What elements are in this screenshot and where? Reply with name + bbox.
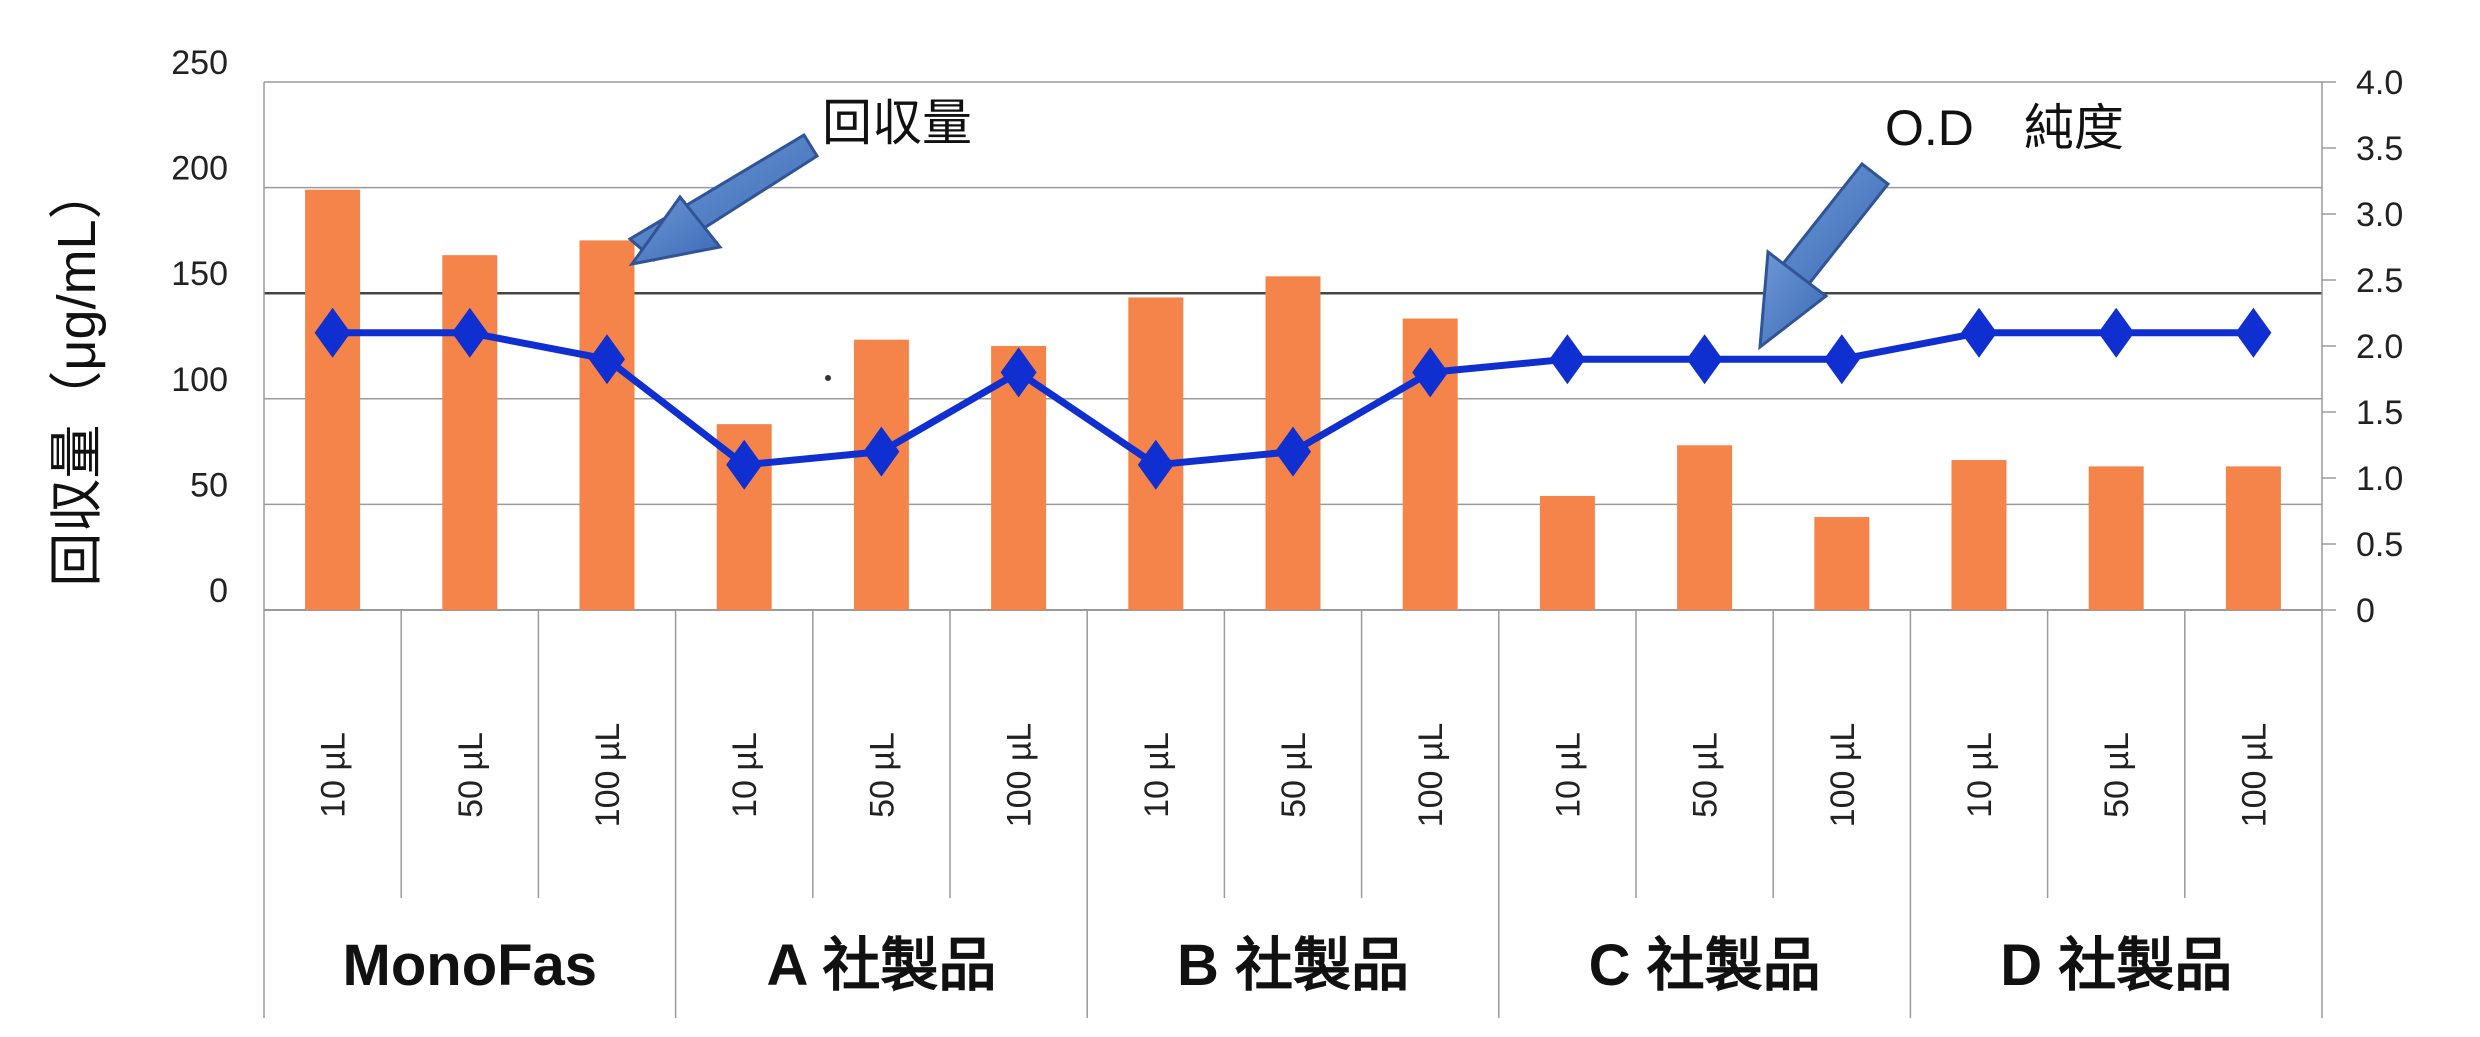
y2-tick-label: 1.5 xyxy=(2356,394,2403,432)
group-label: C 社製品 xyxy=(1589,933,1821,998)
y-tick-label: 0 xyxy=(209,572,228,610)
y-tick-label: 50 xyxy=(190,466,228,504)
bar xyxy=(579,240,635,610)
y-tick-label: 150 xyxy=(171,255,228,293)
arrow-head-icon xyxy=(628,194,723,267)
y-tick-label: 100 xyxy=(171,361,228,399)
category-label: 50 µL xyxy=(2098,732,2136,818)
y2-tick-label: 3.0 xyxy=(2356,196,2403,234)
arrow-head-icon xyxy=(1758,249,1829,351)
bar xyxy=(305,189,361,610)
line-point xyxy=(1137,439,1174,490)
y2-tick-label: 2.0 xyxy=(2356,328,2403,366)
line-point xyxy=(2098,307,2135,358)
line-point xyxy=(314,307,351,358)
line-point xyxy=(589,334,625,385)
y2-axis-ticks: 0 0.5 1.0 1.5 2.0 2.5 3.0 3.5 4.0 xyxy=(2322,64,2403,630)
y2-tick-label: 2.5 xyxy=(2356,262,2403,300)
annotation-od-label: O.D 純度 xyxy=(1885,100,2124,156)
y-tick-label: 200 xyxy=(171,150,228,188)
category-label: 10 µL xyxy=(1138,732,1176,818)
group-label: D 社製品 xyxy=(2000,933,2232,998)
y2-tick-label: 0 xyxy=(2356,592,2375,630)
annotation-od: O.D 純度 xyxy=(1758,100,2124,351)
annotation-recovery-label: 回収量 xyxy=(822,95,972,151)
bar xyxy=(2088,466,2144,610)
y2-tick-label: 3.5 xyxy=(2356,130,2403,168)
line-point xyxy=(1549,334,1586,385)
line-point xyxy=(1412,347,1449,398)
bar xyxy=(1951,460,2007,610)
category-label: 50 µL xyxy=(863,732,901,818)
line-point xyxy=(451,307,488,358)
line-point xyxy=(863,426,900,477)
y-axis-ticks: 0 50 100 150 200 250 xyxy=(171,44,228,610)
line-point xyxy=(1000,347,1037,398)
group-label: MonoFas xyxy=(343,933,598,998)
line-series xyxy=(314,307,2272,490)
category-label: 10 µL xyxy=(1549,732,1587,818)
bar xyxy=(1677,445,1733,610)
category-label: 50 µL xyxy=(1275,732,1313,818)
bar xyxy=(1814,517,1870,610)
y-axis-label: 回収量（μg/mL） xyxy=(47,165,107,586)
arrow-icon xyxy=(1779,161,1891,288)
category-label: 50 µL xyxy=(1687,732,1725,818)
line-point xyxy=(726,439,763,490)
line-point xyxy=(1275,426,1311,477)
y2-tick-label: 0.5 xyxy=(2356,526,2403,564)
line-point xyxy=(1686,334,1723,385)
y2-tick-label: 1.0 xyxy=(2356,460,2403,498)
bar-series xyxy=(305,189,2281,610)
x-axis: MonoFas A 社製品 B 社製品 C 社製品 D 社製品 10 µL 50 µL 100… xyxy=(263,610,2323,1018)
line-point xyxy=(1823,334,1860,385)
annotation-recovery: 回収量 xyxy=(627,95,972,267)
category-label: 10 µL xyxy=(315,732,353,818)
group-label: B 社製品 xyxy=(1177,933,1409,998)
line-point xyxy=(2235,307,2272,358)
y-tick-label: 250 xyxy=(171,44,228,82)
category-label: 100 µL xyxy=(1001,723,1039,828)
category-label: 10 µL xyxy=(726,732,764,818)
group-label: A 社製品 xyxy=(766,933,996,998)
category-label: 50 µL xyxy=(452,732,490,818)
category-label: 100 µL xyxy=(2235,723,2273,828)
stray-dot xyxy=(825,375,831,381)
category-label: 100 µL xyxy=(1412,723,1450,828)
category-label: 100 µL xyxy=(1824,723,1862,828)
y2-tick-label: 4.0 xyxy=(2356,64,2403,102)
bar xyxy=(1539,495,1595,610)
line-point xyxy=(1961,307,1997,358)
bar xyxy=(2225,466,2281,610)
category-label: 100 µL xyxy=(589,723,627,828)
category-label: 10 µL xyxy=(1961,732,1999,818)
